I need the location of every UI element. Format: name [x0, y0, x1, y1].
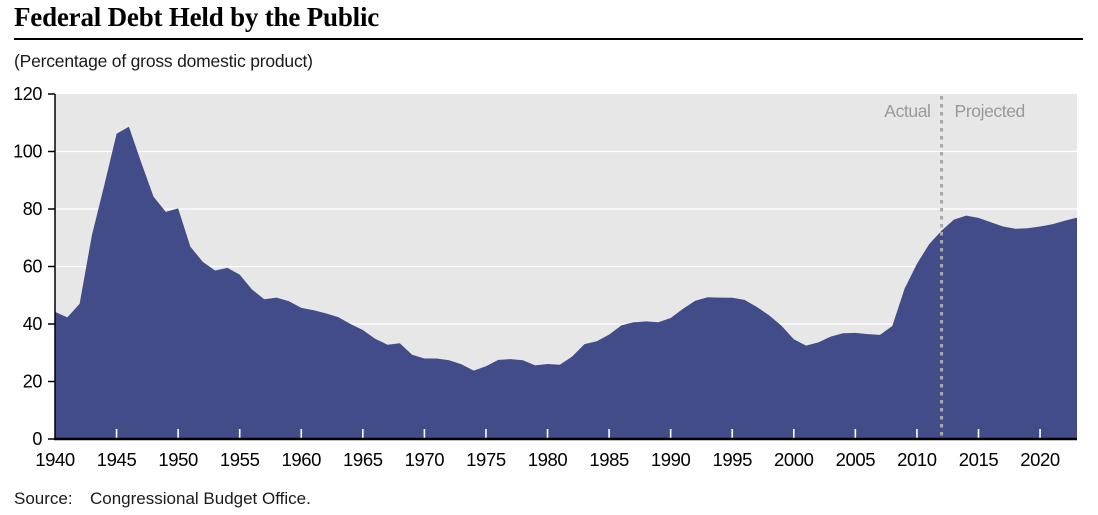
x-tick-label-1995: 1995 — [712, 449, 752, 470]
y-tick-label-40: 40 — [23, 314, 43, 334]
x-tick-label-2005: 2005 — [836, 449, 876, 470]
debt-area-series — [55, 126, 1077, 440]
source-text: Congressional Budget Office. — [90, 489, 311, 508]
x-tick-label-1960: 1960 — [281, 449, 321, 470]
y-tick-label-80: 80 — [23, 199, 43, 219]
x-tick-label-1990: 1990 — [651, 449, 691, 470]
projected-region-label: Projected — [955, 101, 1025, 121]
actual-region-label: Actual — [884, 101, 930, 121]
y-tick-label-100: 100 — [13, 142, 42, 162]
x-tick-label-1980: 1980 — [528, 449, 568, 470]
y-tick-label-20: 20 — [23, 372, 43, 392]
chart-unit-subtitle: (Percentage of gross domestic product) — [14, 51, 313, 71]
x-tick-label-2010: 2010 — [897, 449, 937, 470]
x-tick-label-1950: 1950 — [158, 449, 198, 470]
x-tick-label-1945: 1945 — [97, 449, 137, 470]
title-divider-rule — [14, 38, 1083, 40]
x-tick-label-2015: 2015 — [959, 449, 999, 470]
page-title: Federal Debt Held by the Public — [14, 2, 380, 32]
x-tick-label-2000: 2000 — [774, 449, 814, 470]
y-tick-label-60: 60 — [23, 257, 43, 277]
source-label: Source: — [14, 489, 73, 508]
x-tick-label-2020: 2020 — [1020, 449, 1060, 470]
x-tick-label-1985: 1985 — [589, 449, 629, 470]
x-tick-label-1940: 1940 — [35, 449, 75, 470]
y-tick-label-120: 120 — [13, 84, 42, 104]
y-tick-label-0: 0 — [32, 429, 42, 449]
x-tick-label-1975: 1975 — [466, 449, 506, 470]
x-tick-label-1955: 1955 — [220, 449, 260, 470]
x-tick-label-1965: 1965 — [343, 449, 383, 470]
source-line: Source: Congressional Budget Office. — [14, 489, 311, 509]
x-tick-label-1970: 1970 — [405, 449, 445, 470]
